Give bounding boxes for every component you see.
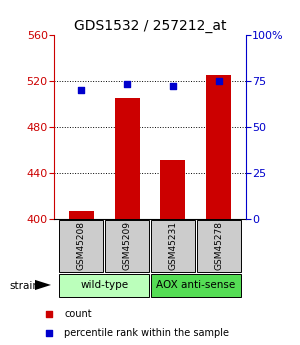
Point [216,78,221,83]
FancyBboxPatch shape [105,220,149,272]
Text: count: count [64,309,92,319]
Bar [206,75,231,219]
Text: GSM45209: GSM45209 [123,221,132,270]
Text: GSM45278: GSM45278 [214,221,223,270]
Polygon shape [34,280,51,290]
Point [125,81,130,87]
Point [47,331,52,336]
Text: GSM45231: GSM45231 [168,221,177,270]
Text: wild-type: wild-type [80,280,128,290]
FancyBboxPatch shape [151,274,241,297]
FancyBboxPatch shape [59,274,149,297]
Text: strain: strain [9,281,39,290]
Point [47,312,52,317]
FancyBboxPatch shape [196,220,241,272]
Text: percentile rank within the sample: percentile rank within the sample [64,328,229,338]
Bar [69,211,94,219]
FancyBboxPatch shape [151,220,195,272]
Title: GDS1532 / 257212_at: GDS1532 / 257212_at [74,19,226,33]
FancyBboxPatch shape [59,220,104,272]
Text: GSM45208: GSM45208 [77,221,86,270]
Point [79,87,84,93]
Bar [115,98,140,219]
Bar [160,160,185,219]
Text: AOX anti-sense: AOX anti-sense [156,280,235,290]
Point [170,83,175,89]
